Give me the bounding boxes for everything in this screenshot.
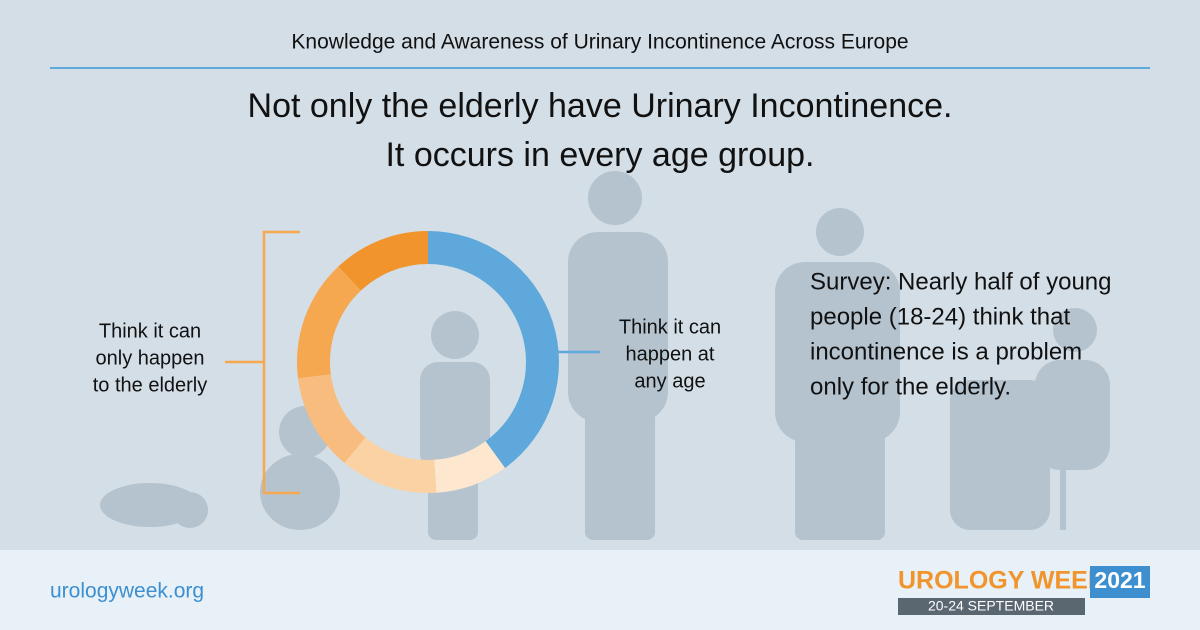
donut-label: happen at (626, 343, 715, 365)
donut-segment (338, 231, 428, 291)
donut-segment (428, 231, 560, 468)
headline: It occurs in every age group. (385, 136, 814, 174)
survey-text: Survey: Nearly half of young people (18-2… (810, 268, 1112, 400)
survey-line: people (18-24) think that (810, 303, 1071, 330)
page-title: Knowledge and Awareness of Urinary Incon… (291, 31, 908, 54)
survey-line: Survey: Nearly half of young (810, 268, 1112, 295)
brand: UROLOGY WEEK (898, 567, 1106, 595)
donut-segment (344, 437, 437, 493)
donut-segment (434, 441, 505, 493)
dates: 20-24 SEPTEMBER (928, 598, 1054, 614)
bracket (225, 230, 300, 495)
year-box (1090, 566, 1150, 598)
donut-segment (297, 266, 361, 379)
footer-band (0, 550, 1200, 630)
headline: Not only the elderly have Urinary Incont… (248, 87, 953, 125)
survey-line: only for the elderly. (810, 373, 1011, 400)
donut-label: Think it can (619, 316, 721, 338)
donut-label: any age (634, 370, 705, 392)
donut-chart (297, 231, 560, 493)
donut-label: only happen (96, 347, 205, 369)
survey-line: incontinence is a problem (810, 338, 1082, 365)
donut-label: to the elderly (93, 374, 208, 396)
donut-label: Think it can (99, 320, 201, 342)
year: 2021 (1094, 567, 1145, 593)
footer-url[interactable]: urologyweek.org (50, 580, 204, 603)
donut-segment (298, 374, 366, 463)
dates-bar (898, 598, 1085, 615)
